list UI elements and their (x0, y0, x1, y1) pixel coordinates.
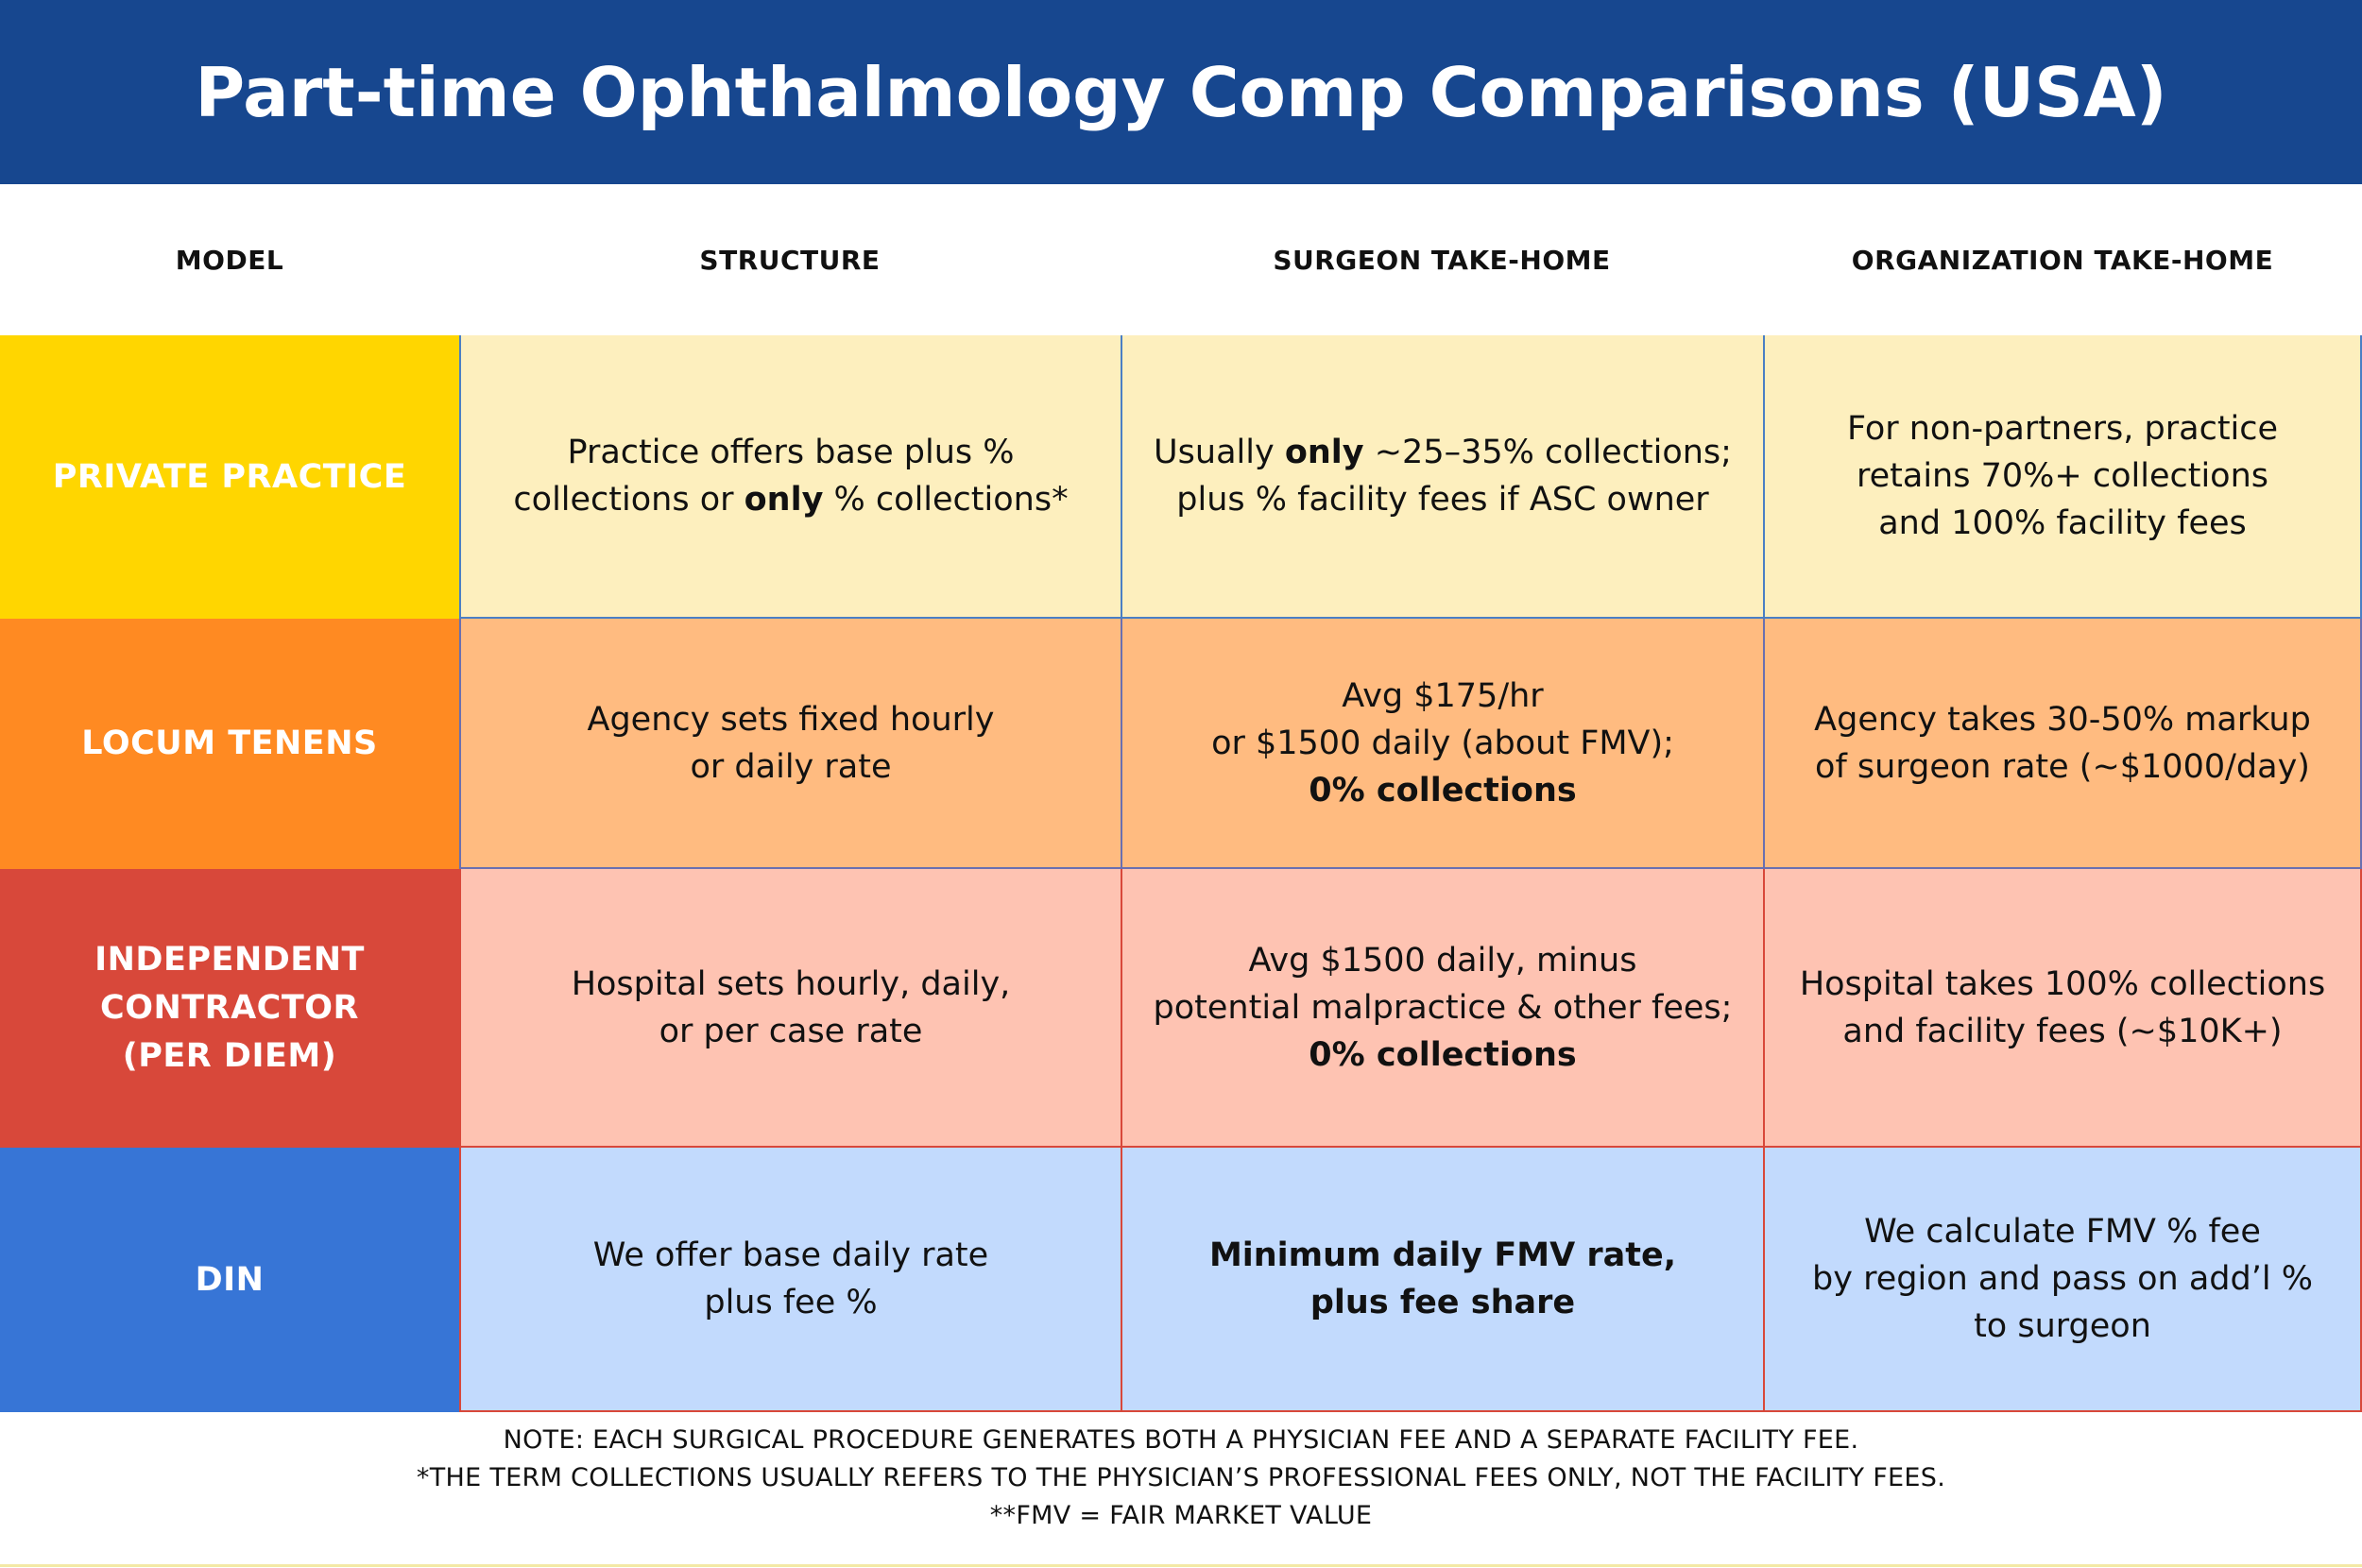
structure-text-a: Practice offers base plus % collections … (513, 434, 1015, 519)
surgeon-text-a: Avg $1500 daily, minus potential malprac… (1153, 941, 1733, 1027)
model-label: INDEPENDENT CONTRACTOR (PER DIEM) (94, 941, 365, 1075)
structure-text-bold: only (744, 481, 824, 519)
surgeon-din: Minimum daily FMV rate, plus fee share (1121, 1148, 1763, 1412)
organization-text: We calculate FMV % fee by region and pas… (1812, 1213, 2313, 1345)
surgeon-text-bold: 0% collections (1309, 1035, 1577, 1074)
surgeon-text-bold: only (1284, 434, 1364, 471)
header-model: MODEL (175, 244, 284, 276)
surgeon-private-practice: Usually only ~25–35% collections; plus %… (1121, 335, 1763, 619)
organization-text: For non-partners, practice retains 70%+ … (1846, 410, 2279, 542)
organization-din: We calculate FMV % fee by region and pas… (1763, 1148, 2362, 1412)
header-surgeon-take-home: SURGEON TAKE-HOME (1273, 244, 1611, 276)
model-private-practice: PRIVATE PRACTICE (0, 335, 459, 619)
organization-text: Agency takes 30-50% markup of surgeon ra… (1814, 700, 2311, 786)
model-label: LOCUM TENENS (81, 724, 378, 762)
structure-locum-tenens: Agency sets fixed hourly or daily rate (459, 619, 1121, 869)
organization-private-practice: For non-partners, practice retains 70%+ … (1763, 335, 2362, 619)
header-organization-take-home: ORGANIZATION TAKE-HOME (1851, 244, 2274, 276)
footnote-procedure-fees: NOTE: EACH SURGICAL PROCEDURE GENERATES … (503, 1425, 1859, 1455)
structure-private-practice: Practice offers base plus % collections … (459, 335, 1121, 619)
structure-din: We offer base daily rate plus fee % (459, 1148, 1121, 1412)
comparison-table: PRIVATE PRACTICE Practice offers base pl… (0, 335, 2362, 1412)
table-row-independent-contractor: INDEPENDENT CONTRACTOR (PER DIEM) Hospit… (0, 869, 2362, 1148)
surgeon-text-bold: Minimum daily FMV rate, plus fee share (1208, 1236, 1677, 1321)
model-din: DIN (0, 1148, 459, 1412)
organization-locum-tenens: Agency takes 30-50% markup of surgeon ra… (1763, 619, 2362, 869)
model-label: DIN (195, 1260, 265, 1299)
table-row-private-practice: PRIVATE PRACTICE Practice offers base pl… (0, 335, 2362, 619)
surgeon-text-a: Usually (1154, 434, 1285, 471)
title-bar: Part-time Ophthalmology Comp Comparisons… (0, 0, 2362, 184)
footnote-collections: *THE TERM COLLECTIONS USUALLY REFERS TO … (416, 1463, 1946, 1492)
structure-text-c: % collections* (823, 481, 1069, 519)
structure-text: Agency sets fixed hourly or daily rate (587, 700, 995, 786)
footnotes: NOTE: EACH SURGICAL PROCEDURE GENERATES … (0, 1422, 2362, 1535)
structure-text: Hospital sets hourly, daily, or per case… (571, 964, 1011, 1050)
header-structure: STRUCTURE (699, 244, 881, 276)
model-locum-tenens: LOCUM TENENS (0, 619, 459, 869)
table-header-row: MODEL STRUCTURE SURGEON TAKE-HOME ORGANI… (0, 184, 2362, 335)
surgeon-text-bold: 0% collections (1309, 771, 1577, 810)
structure-independent-contractor: Hospital sets hourly, daily, or per case… (459, 869, 1121, 1148)
organization-independent-contractor: Hospital takes 100% collections and faci… (1763, 869, 2362, 1148)
model-label: PRIVATE PRACTICE (52, 457, 407, 496)
footnote-fmv: **FMV = FAIR MARKET VALUE (989, 1501, 1373, 1530)
structure-text: We offer base daily rate plus fee % (592, 1236, 989, 1321)
surgeon-locum-tenens: Avg $175/hr or $1500 daily (about FMV); 0… (1121, 619, 1763, 869)
bottom-divider (0, 1564, 2362, 1567)
organization-text: Hospital takes 100% collections and faci… (1799, 964, 2326, 1050)
table-row-din: DIN We offer base daily rate plus fee % … (0, 1148, 2362, 1412)
model-independent-contractor: INDEPENDENT CONTRACTOR (PER DIEM) (0, 869, 459, 1148)
surgeon-text-c: ~25–35% collections; plus % facility fee… (1176, 434, 1732, 519)
surgeon-text-a: Avg $175/hr or $1500 daily (about FMV); (1211, 676, 1674, 762)
page-title: Part-time Ophthalmology Comp Comparisons… (195, 52, 2167, 132)
table-row-locum-tenens: LOCUM TENENS Agency sets fixed hourly or… (0, 619, 2362, 869)
surgeon-independent-contractor: Avg $1500 daily, minus potential malprac… (1121, 869, 1763, 1148)
